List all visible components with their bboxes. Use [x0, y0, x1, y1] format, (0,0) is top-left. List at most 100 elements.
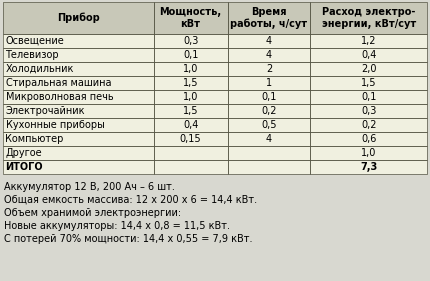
Text: 1,0: 1,0: [183, 92, 198, 102]
Bar: [3, 76, 154, 90]
Bar: [154, 90, 228, 104]
Text: Расход электро-
энергии, кВт/сут: Расход электро- энергии, кВт/сут: [322, 7, 416, 29]
Bar: [228, 62, 310, 76]
Bar: [310, 62, 427, 76]
Bar: [154, 132, 228, 146]
Bar: [228, 104, 310, 118]
Bar: [228, 34, 310, 48]
Bar: [154, 76, 228, 90]
Bar: [3, 160, 154, 174]
Bar: [310, 2, 427, 34]
Bar: [310, 34, 427, 48]
Bar: [310, 118, 427, 132]
Text: Общая емкость массива: 12 x 200 x 6 = 14,4 кВт.: Общая емкость массива: 12 x 200 x 6 = 14…: [4, 195, 257, 205]
Text: 7,3: 7,3: [360, 162, 378, 172]
Bar: [310, 48, 427, 62]
Text: 0,1: 0,1: [361, 92, 376, 102]
Text: С потерей 70% мощности: 14,4 x 0,55 = 7,9 кВт.: С потерей 70% мощности: 14,4 x 0,55 = 7,…: [4, 234, 252, 244]
Text: 4: 4: [266, 134, 272, 144]
Bar: [228, 104, 310, 118]
Bar: [3, 118, 154, 132]
Bar: [228, 2, 310, 34]
Bar: [154, 62, 228, 76]
Text: Мощность,
кВт: Мощность, кВт: [160, 7, 222, 29]
Text: 1,5: 1,5: [361, 78, 376, 88]
Bar: [154, 146, 228, 160]
Bar: [154, 132, 228, 146]
Bar: [3, 118, 154, 132]
Text: 0,2: 0,2: [261, 106, 277, 116]
Bar: [3, 2, 154, 34]
Text: 0,6: 0,6: [361, 134, 376, 144]
Bar: [228, 160, 310, 174]
Bar: [228, 132, 310, 146]
Text: 0,1: 0,1: [261, 92, 277, 102]
Bar: [3, 48, 154, 62]
Text: Компьютер: Компьютер: [6, 134, 64, 144]
Text: Микроволновая печь: Микроволновая печь: [6, 92, 113, 102]
Bar: [228, 132, 310, 146]
Text: 2: 2: [266, 64, 272, 74]
Bar: [3, 34, 154, 48]
Bar: [310, 90, 427, 104]
Text: 0,15: 0,15: [180, 134, 201, 144]
Bar: [154, 118, 228, 132]
Bar: [3, 160, 154, 174]
Bar: [310, 132, 427, 146]
Text: Прибор: Прибор: [57, 13, 100, 23]
Text: Новые аккумуляторы: 14,4 x 0,8 = 11,5 кВт.: Новые аккумуляторы: 14,4 x 0,8 = 11,5 кВ…: [4, 221, 230, 231]
Text: 1,0: 1,0: [361, 148, 376, 158]
Bar: [3, 132, 154, 146]
Bar: [310, 160, 427, 174]
Bar: [310, 146, 427, 160]
Bar: [228, 2, 310, 34]
Text: 0,3: 0,3: [183, 36, 198, 46]
Bar: [228, 48, 310, 62]
Text: Кухонные приборы: Кухонные приборы: [6, 120, 104, 130]
Text: 0,2: 0,2: [361, 120, 376, 130]
Bar: [154, 34, 228, 48]
Text: 0,5: 0,5: [261, 120, 277, 130]
Text: 4: 4: [266, 36, 272, 46]
Bar: [310, 90, 427, 104]
Bar: [228, 48, 310, 62]
Bar: [3, 90, 154, 104]
Bar: [3, 104, 154, 118]
Bar: [3, 132, 154, 146]
Bar: [228, 76, 310, 90]
Text: 0,4: 0,4: [183, 120, 198, 130]
Bar: [310, 48, 427, 62]
Bar: [310, 146, 427, 160]
Text: 1,0: 1,0: [183, 64, 198, 74]
Bar: [3, 104, 154, 118]
Text: 4: 4: [266, 50, 272, 60]
Bar: [310, 132, 427, 146]
Bar: [3, 62, 154, 76]
Bar: [310, 104, 427, 118]
Bar: [3, 90, 154, 104]
Text: Другое: Другое: [6, 148, 42, 158]
Text: 1,5: 1,5: [183, 106, 198, 116]
Bar: [154, 2, 228, 34]
Bar: [3, 34, 154, 48]
Text: 0,4: 0,4: [361, 50, 376, 60]
Bar: [154, 48, 228, 62]
Text: Электрочайник: Электрочайник: [6, 106, 85, 116]
Bar: [3, 2, 154, 34]
Bar: [228, 118, 310, 132]
Bar: [154, 104, 228, 118]
Text: Телевизор: Телевизор: [6, 50, 59, 60]
Bar: [154, 160, 228, 174]
Bar: [310, 34, 427, 48]
Bar: [154, 48, 228, 62]
Bar: [154, 104, 228, 118]
Text: 1: 1: [266, 78, 272, 88]
Bar: [3, 146, 154, 160]
Bar: [228, 62, 310, 76]
Bar: [310, 160, 427, 174]
Text: Время
работы, ч/сут: Время работы, ч/сут: [230, 7, 307, 29]
Bar: [228, 90, 310, 104]
Text: Холодильник: Холодильник: [6, 64, 74, 74]
Text: Освещение: Освещение: [6, 36, 64, 46]
Bar: [228, 146, 310, 160]
